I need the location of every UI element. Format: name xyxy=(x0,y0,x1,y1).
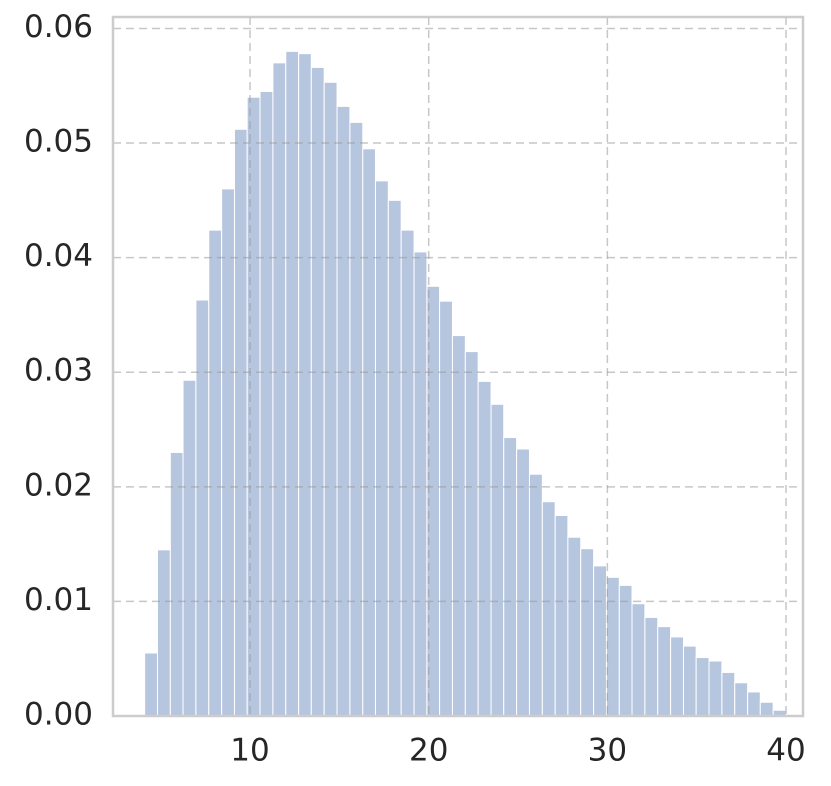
bar xyxy=(451,335,466,717)
bar xyxy=(708,660,723,717)
bar xyxy=(631,603,646,717)
bar xyxy=(259,90,274,717)
y-tick-label: 0.02 xyxy=(24,467,93,503)
bar xyxy=(413,251,428,717)
bar xyxy=(298,53,312,717)
bar xyxy=(490,403,505,717)
plot-frame xyxy=(111,15,805,718)
y-tick-label: 0.05 xyxy=(24,124,93,160)
bar xyxy=(541,501,556,717)
y-tick-label: 0.03 xyxy=(24,353,93,389)
bar xyxy=(362,148,376,717)
y-tick-label: 0.00 xyxy=(24,697,93,733)
bar xyxy=(734,682,749,717)
bar xyxy=(221,188,235,717)
bar xyxy=(593,565,607,717)
bar xyxy=(528,473,543,717)
y-tick-label: 0.04 xyxy=(24,238,93,274)
bar xyxy=(477,380,492,717)
bar xyxy=(682,645,697,717)
bar xyxy=(310,66,325,717)
bar xyxy=(516,448,530,717)
bar xyxy=(374,180,389,717)
bar xyxy=(387,199,402,717)
bar xyxy=(246,96,261,717)
bar xyxy=(618,584,633,717)
bar xyxy=(233,128,248,717)
bar xyxy=(464,351,479,717)
bar xyxy=(567,536,582,717)
x-tick-label: 20 xyxy=(409,733,448,769)
bar xyxy=(503,437,518,717)
bar xyxy=(605,576,620,717)
bar xyxy=(144,652,158,717)
y-tick-label: 0.01 xyxy=(24,582,93,618)
bar xyxy=(439,300,453,717)
bar xyxy=(349,121,364,717)
x-tick-label: 10 xyxy=(230,733,269,769)
bar xyxy=(554,514,569,717)
bar xyxy=(156,549,171,717)
bar xyxy=(644,616,659,717)
bar xyxy=(695,657,710,717)
bar xyxy=(336,105,351,717)
bar xyxy=(721,671,736,717)
bar xyxy=(169,451,184,717)
y-tick-label: 0.06 xyxy=(24,9,93,45)
bar xyxy=(208,229,223,717)
bar xyxy=(285,50,300,717)
x-tick-label: 30 xyxy=(588,733,627,769)
bar xyxy=(323,81,338,717)
bar xyxy=(272,62,287,717)
x-tick-label: 40 xyxy=(766,733,805,769)
bar xyxy=(759,701,774,717)
bar xyxy=(182,379,197,717)
bar xyxy=(670,636,684,717)
bar xyxy=(400,229,415,717)
bar xyxy=(657,626,672,717)
bar xyxy=(195,299,210,717)
bar xyxy=(747,691,761,717)
bar xyxy=(580,548,595,717)
